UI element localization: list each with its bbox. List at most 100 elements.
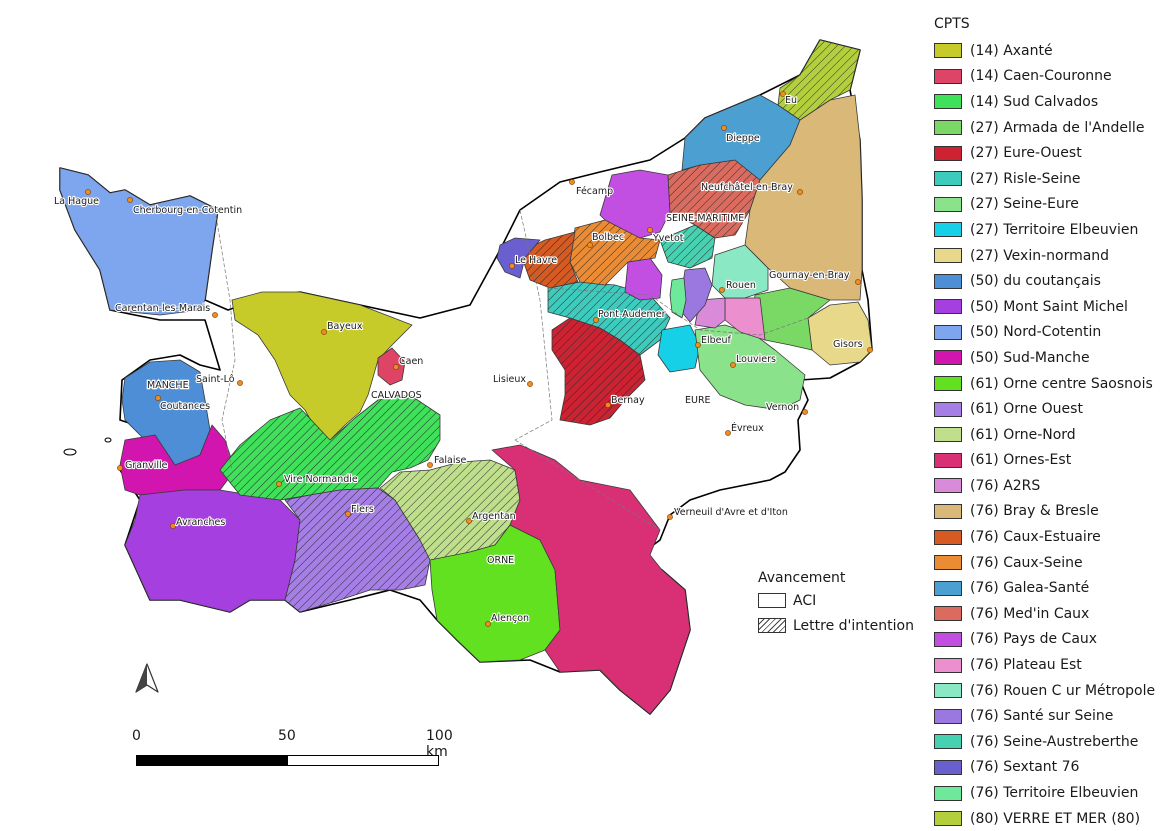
region-mont-saint-michel	[124, 489, 301, 613]
city-dot	[587, 242, 593, 248]
legend-item: (76) Rouen C ur Métropole	[932, 678, 1168, 704]
legend-label: (50) du coutançais	[970, 273, 1101, 290]
city-label: Dieppe	[726, 133, 760, 144]
hatch-verre-et-mer	[778, 40, 860, 120]
legend-label: (76) Sextant 76	[970, 759, 1080, 776]
legend-swatch	[934, 478, 962, 494]
legend-swatch	[934, 734, 962, 750]
legend-item: (76) Plateau Est	[932, 652, 1168, 678]
city-label: Caen	[399, 356, 423, 367]
avancement-item-lettre: Lettre d'intention	[758, 613, 914, 638]
legend-item: (14) Caen-Couronne	[932, 64, 1168, 90]
legend-item: (27) Eure-Ouest	[932, 140, 1168, 166]
legend-item: (76) Seine-Austreberthe	[932, 729, 1168, 755]
dept-border-manche-calvados	[214, 209, 236, 471]
dept-border-eure-orne	[514, 439, 661, 531]
legend-item: (27) Risle-Seine	[932, 166, 1168, 192]
city-dot	[170, 523, 176, 529]
legend-item: (76) Galea-Santé	[932, 575, 1168, 601]
legend-swatch	[934, 324, 962, 340]
legend-label: (27) Armada de l'Andelle	[970, 119, 1145, 136]
city-dot	[855, 279, 861, 285]
city-label: Carentan-les-Marais	[115, 303, 210, 314]
avancement-label: Lettre d'intention	[793, 617, 914, 634]
legend-label: (14) Sud Calvados	[970, 93, 1099, 110]
city-dot	[117, 465, 123, 471]
legend-item: (76) Santé sur Seine	[932, 703, 1168, 729]
city-label: Flers	[351, 504, 374, 515]
city-dot	[212, 312, 218, 318]
cpts-legend: CPTS (14) Axanté (14) Caen-Couronne (14) S…	[932, 14, 1168, 831]
legend-label: (76) Med'in Caux	[970, 605, 1090, 622]
dept-label-eure: EURE	[685, 395, 711, 406]
island	[104, 437, 112, 443]
legend-label: (76) Caux-Seine	[970, 554, 1083, 571]
region-territoire-elbeuvien-27	[657, 324, 701, 373]
scale-bar-black	[136, 755, 288, 766]
city-dot	[719, 287, 725, 293]
legend-swatch	[934, 145, 962, 161]
city-label: Granville	[125, 460, 168, 471]
legend-label: (76) Plateau Est	[970, 657, 1082, 674]
legend-swatch	[934, 657, 962, 673]
legend-swatch	[934, 555, 962, 571]
legend-item: (50) Mont Saint Michel	[932, 294, 1168, 320]
scale-tick-50: 50	[278, 728, 296, 744]
city-label: Vernon	[766, 402, 799, 413]
legend-item: (27) Territoire Elbeuvien	[932, 217, 1168, 243]
hatch-caux-seine	[570, 220, 660, 285]
avancement-label: ACI	[793, 592, 817, 609]
city-label: La Hague	[54, 196, 99, 207]
legend-swatch	[934, 376, 962, 392]
legend-label: (76) Territoire Elbeuvien	[970, 785, 1139, 802]
legend-label: (14) Axanté	[970, 42, 1053, 59]
city-dot	[276, 481, 282, 487]
legend-swatch	[934, 580, 962, 596]
city-label: Bayeux	[327, 321, 363, 332]
city-dot	[647, 227, 653, 233]
legend-item: (76) Sextant 76	[932, 755, 1168, 781]
city-dot	[527, 381, 533, 387]
region-sextant-76	[496, 237, 541, 279]
city-label: Lisieux	[493, 374, 526, 385]
city-label: Vire Normandie	[284, 474, 358, 485]
legend-swatch	[934, 350, 962, 366]
legend-swatch	[934, 631, 962, 647]
legend-label: (27) Eure-Ouest	[970, 145, 1082, 162]
hatch-seine-austreberthe	[660, 225, 715, 268]
legend-swatch	[934, 94, 962, 110]
city-dot	[345, 511, 351, 517]
legend-label: (27) Risle-Seine	[970, 170, 1081, 187]
legend-label: (27) Territoire Elbeuvien	[970, 221, 1139, 238]
legend-item: (50) Nord-Cotentin	[932, 320, 1168, 346]
hatch-eure-ouest	[552, 318, 645, 425]
legend-item: (14) Sud Calvados	[932, 89, 1168, 115]
city-label: Verneuil d'Avre et d'Iton	[674, 507, 788, 518]
hatch-medin-caux	[668, 160, 760, 238]
dept-border-calvados-eure	[514, 209, 553, 441]
city-dot	[466, 518, 472, 524]
city-label: Alençon	[491, 613, 529, 624]
city-dot	[485, 621, 491, 627]
legend-swatch	[934, 196, 962, 212]
legend-item: (76) Bray & Bresle	[932, 499, 1168, 525]
legend-label: (76) Caux-Estuaire	[970, 529, 1101, 546]
north-arrow-icon	[135, 663, 159, 693]
city-dot	[667, 514, 673, 520]
legend-label: (61) Orne Ouest	[970, 401, 1083, 418]
hatch-orne-ouest	[285, 488, 430, 612]
city-dot	[155, 395, 161, 401]
city-label: Elbeuf	[701, 335, 732, 346]
legend-item: (27) Armada de l'Andelle	[932, 115, 1168, 141]
legend-label: (76) A2RS	[970, 477, 1041, 494]
city-dot	[85, 189, 91, 195]
legend-item: (61) Orne Ouest	[932, 396, 1168, 422]
city-label: Fécamp	[576, 186, 613, 197]
legend-swatch	[934, 811, 962, 827]
legend-label: (61) Orne-Nord	[970, 426, 1076, 443]
city-label: Argentan	[472, 511, 516, 522]
legend-swatch	[934, 503, 962, 519]
legend-label: (76) Bray & Bresle	[970, 503, 1099, 520]
legend-item: (80) VERRE ET MER (80)	[932, 806, 1168, 831]
legend-item: (27) Seine-Eure	[932, 192, 1168, 218]
